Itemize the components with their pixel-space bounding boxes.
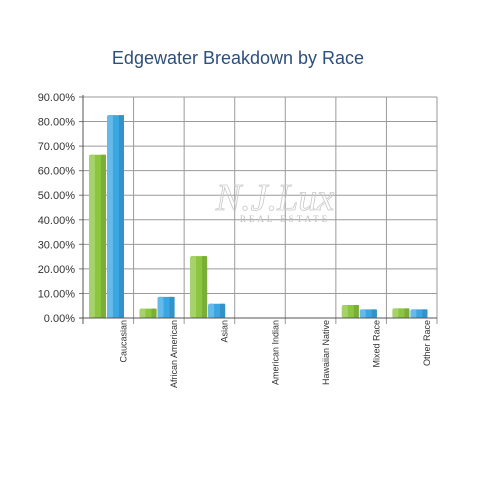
bar — [89, 154, 106, 318]
bar — [107, 115, 124, 318]
bar — [341, 304, 359, 318]
chart-title: Edgewater Breakdown by Race — [112, 48, 364, 68]
y-tick-label: 40.00% — [38, 215, 76, 227]
y-tick-label: 60.00% — [38, 166, 76, 178]
y-tick-label: 10.00% — [38, 288, 76, 300]
y-tick-label: 90.00% — [38, 92, 76, 104]
x-tick-label: Asian — [220, 320, 230, 343]
x-tick-label: Mixed Race — [371, 320, 381, 368]
bar — [410, 309, 428, 318]
y-tick-label: 80.00% — [38, 117, 76, 129]
bar — [139, 308, 157, 318]
axes — [79, 95, 437, 324]
tick-labels: 0.00% 10.00% 20.00% 30.00% 40.00% 50.00% 60.00… — [38, 92, 432, 388]
bars — [89, 115, 428, 318]
x-tick-label: Caucasian — [119, 320, 129, 363]
y-tick-label: 20.00% — [38, 264, 76, 276]
bar — [208, 303, 226, 318]
y-tick-label: 70.00% — [38, 141, 76, 153]
x-tick-label: African American — [169, 320, 179, 388]
y-tick-label: 30.00% — [38, 239, 76, 251]
watermark-logo: N.J.Lux REAL ESTATE — [214, 177, 334, 224]
watermark-sub-text: REAL ESTATE — [240, 214, 330, 224]
x-tick-label: Hawaiian Native — [321, 320, 331, 385]
watermark-main-text: N.J.Lux — [215, 177, 334, 219]
y-tick-label: 50.00% — [38, 190, 76, 202]
x-tick-label: American Indian — [270, 320, 280, 385]
bar — [392, 308, 410, 318]
bar — [157, 296, 175, 318]
y-tick-label: 0.00% — [44, 313, 75, 325]
bar — [190, 256, 208, 318]
x-tick-label: Other Race — [422, 320, 432, 366]
bar — [359, 309, 377, 318]
